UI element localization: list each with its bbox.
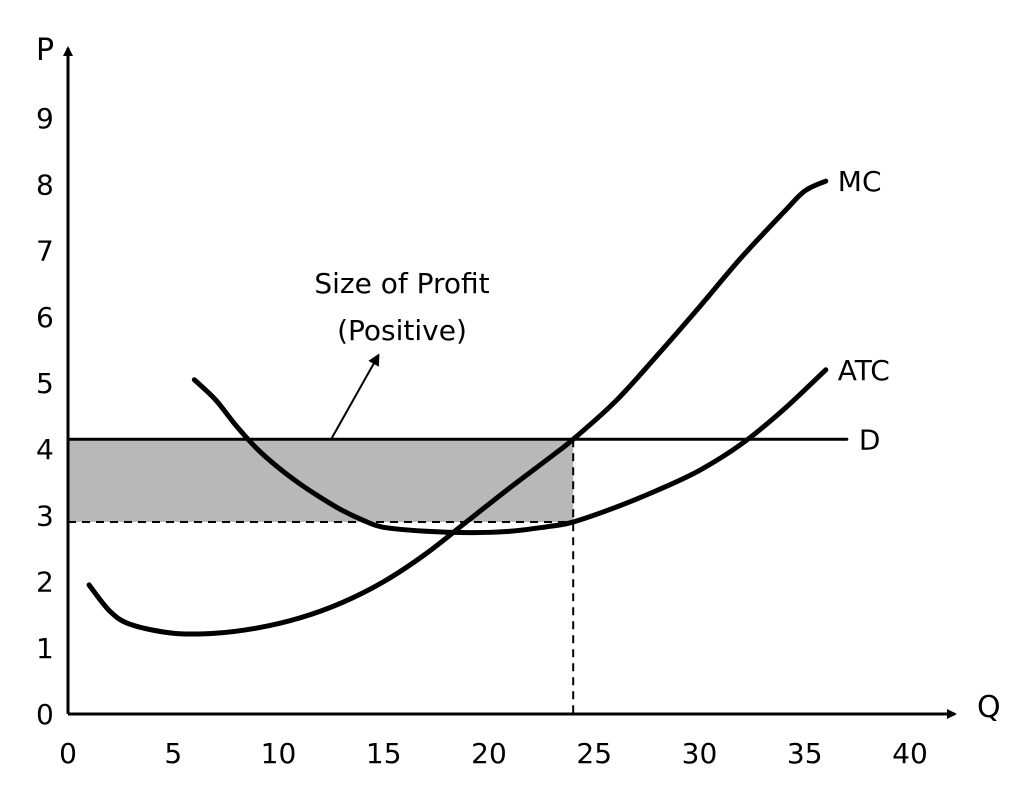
x-tick-label-25: 25 (576, 737, 612, 770)
y-tick-label-2: 2 (36, 566, 54, 599)
y-tick-label-7: 7 (36, 235, 54, 268)
y-axis-title: P (36, 33, 54, 68)
x-tick-label-10: 10 (261, 737, 297, 770)
annotation-subtitle: (Positive) (337, 314, 467, 347)
annotation-title: Size of Profit (314, 267, 489, 300)
y-tick-label-0: 0 (36, 698, 54, 731)
x-tick-label-20: 20 (471, 737, 507, 770)
y-tick-label-1: 1 (36, 632, 54, 665)
x-tick-label-0: 0 (59, 737, 77, 770)
y-tick-label-3: 3 (36, 499, 54, 532)
mc-label: MC (838, 165, 882, 198)
x-tick-label-35: 35 (787, 737, 823, 770)
x-tick-label-5: 5 (164, 737, 182, 770)
y-tick-label-6: 6 (36, 301, 54, 334)
annotation-arrow (330, 353, 380, 440)
x-tick-label-40: 40 (892, 737, 928, 770)
y-tick-label-4: 4 (36, 433, 54, 466)
y-tick-label-8: 8 (36, 168, 54, 201)
x-axis-title: Q (977, 690, 1001, 725)
x-tick-label-15: 15 (366, 737, 402, 770)
d-label: D (859, 423, 881, 456)
y-tick-label-9: 9 (36, 102, 54, 135)
profit-area (68, 439, 574, 523)
atc-label: ATC (838, 354, 890, 387)
x-tick-label-30: 30 (682, 737, 718, 770)
y-tick-label-5: 5 (36, 367, 54, 400)
atc-curve (191, 367, 829, 536)
mc-curve (86, 178, 829, 637)
